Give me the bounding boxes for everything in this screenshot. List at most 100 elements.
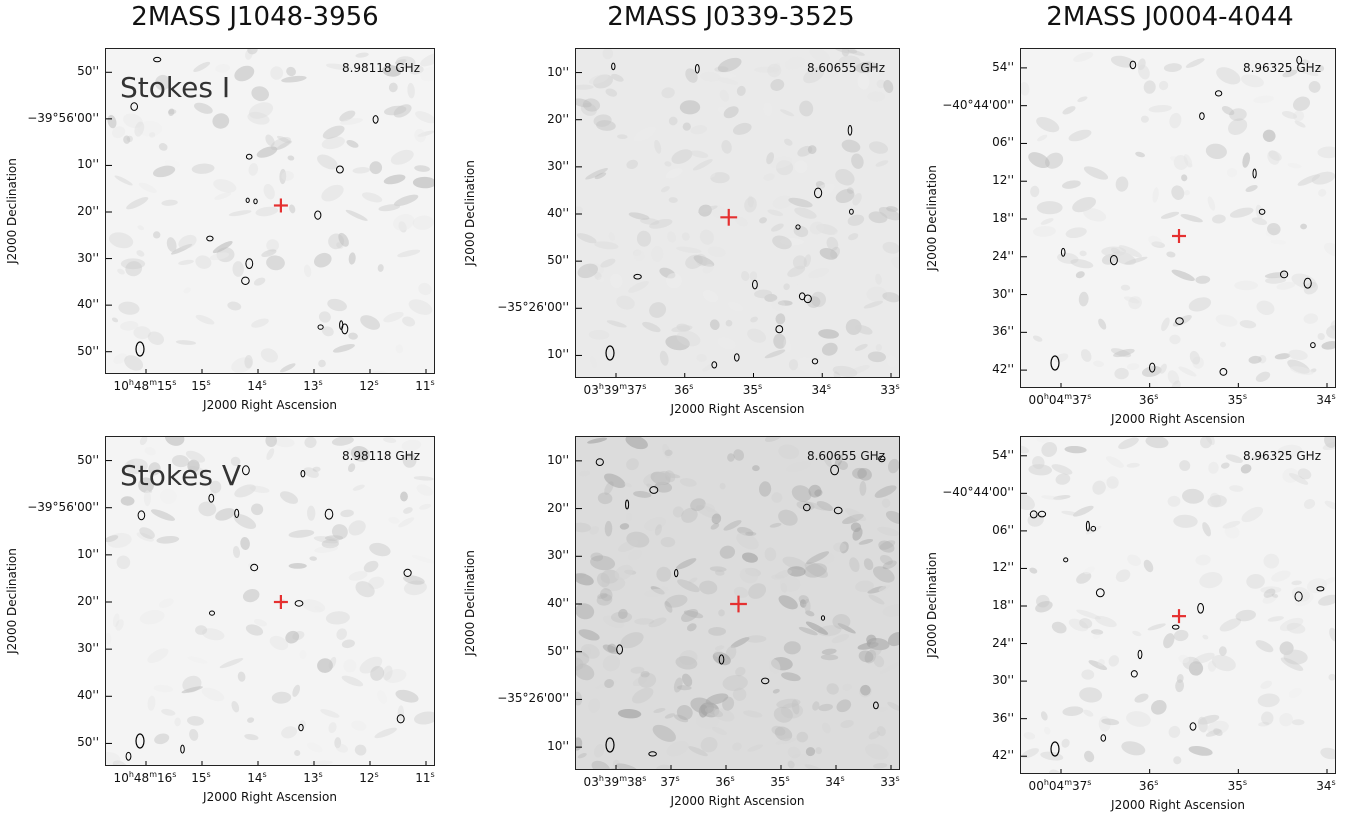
noise-blob [1051,464,1073,475]
noise-blob [1229,485,1244,492]
noise-blob [393,104,412,118]
noise-blob [858,539,874,545]
noise-blob [771,492,783,503]
contour [625,499,630,510]
noise-blob [787,265,806,278]
noise-blob [624,482,632,488]
noise-blob [852,467,867,479]
noise-blob [412,555,434,564]
noise-blob [594,241,619,250]
noise-blob [347,463,356,473]
noise-blob [840,719,854,729]
noise-blob [270,66,284,80]
noise-blob [1241,506,1264,523]
noise-blob [339,110,356,122]
noise-blob [668,197,678,203]
noise-blob [1118,245,1142,258]
noise-blob [1282,69,1298,78]
noise-blob [1128,296,1142,310]
noise-blob [126,197,149,210]
contour [372,115,379,124]
noise-blob [668,116,678,126]
noise-blob [615,763,639,769]
noise-blob [153,684,174,693]
noise-blob [403,507,413,514]
noise-blob [733,449,745,461]
noise-blob [681,609,699,622]
noise-blob [416,484,433,496]
noise-blob [1114,367,1129,380]
noise-blob [666,272,682,289]
noise-blob [1178,654,1190,664]
y-axis-label: J2000 Declination [925,552,939,658]
noise-blob [578,629,600,641]
noise-blob [602,655,621,672]
noise-blob [320,709,340,718]
noise-blob [245,624,264,636]
noise-blob [1171,269,1195,281]
noise-blob [414,711,434,725]
contour [250,563,259,572]
noise-blob [794,160,808,174]
noise-blob [382,65,402,77]
noise-blob [628,549,643,561]
noise-blob [1168,725,1181,738]
noise-blob [659,350,669,366]
noise-blob [1054,353,1069,363]
noise-blob [1143,559,1154,573]
noise-blob [576,737,583,751]
noise-blob [289,204,296,214]
noise-blob [708,627,726,636]
noise-blob [1035,600,1053,613]
noise-blob [1023,732,1036,740]
noise-blob [719,482,726,490]
noise-blob [709,319,720,331]
noise-blob [334,737,342,749]
noise-blob [1141,365,1162,377]
y-tick-label: 30'' [992,673,1014,688]
noise-blob [878,540,895,553]
noise-blob [735,666,746,677]
contour [1252,168,1257,179]
noise-blob [775,160,794,176]
noise-blob [835,189,855,204]
noise-blob [116,555,131,570]
noise-blob [372,370,392,373]
noise-blob [771,299,786,311]
noise-blob [808,484,822,498]
noise-blob [596,593,613,606]
noise-blob [1222,520,1241,529]
noise-blob [852,192,862,206]
column-title-j1048: 2MASS J1048-3956 [131,2,379,32]
noise-blob [1148,235,1162,246]
noise-blob [309,556,317,561]
noise-blob [591,760,611,769]
noise-blob [174,717,181,727]
noise-blob [736,532,759,550]
noise-blob [115,619,124,631]
noise-blob [1303,282,1318,295]
noise-blob [1115,569,1131,582]
noise-blob [677,685,692,691]
noise-blob [348,332,358,340]
noise-blob [299,650,307,659]
noise-blob [299,720,306,729]
beam-ellipse [1050,355,1060,371]
noise-blob [741,270,750,282]
noise-blob [1143,80,1156,94]
noise-blob [191,163,215,174]
noise-blob [851,153,864,169]
noise-blob [287,155,295,161]
y-axis-label: J2000 Declination [463,160,477,266]
map-svg [1021,437,1335,773]
noise-blob [787,760,795,769]
noise-blob [759,217,767,224]
noise-blob [1147,623,1166,631]
contour [300,470,306,478]
noise-blob [717,336,736,350]
map-image: 8.96325 GHz [1020,48,1336,388]
noise-blob [325,611,350,625]
noise-blob [844,508,867,521]
noise-blob [1242,152,1251,168]
noise-blob [835,168,855,186]
